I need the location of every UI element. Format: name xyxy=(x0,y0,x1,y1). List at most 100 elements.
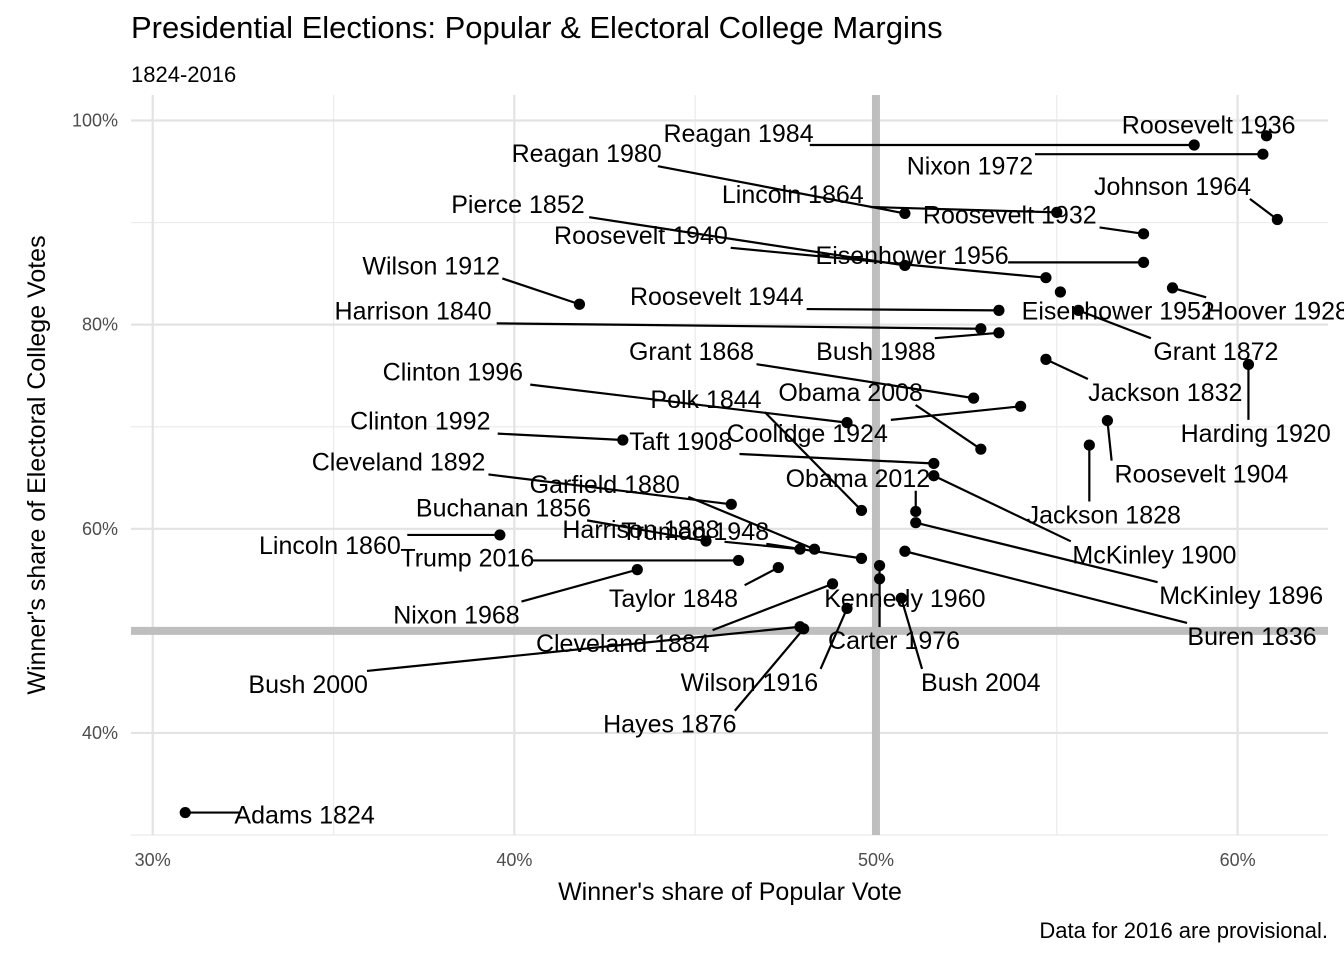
point-label: Truman 1948 xyxy=(621,518,769,546)
point-label: Coolidge 1924 xyxy=(727,420,888,448)
point-label: Jackson 1832 xyxy=(1088,379,1242,407)
leader-line xyxy=(1106,420,1113,461)
point-label: Adams 1824 xyxy=(234,802,374,830)
leader-line xyxy=(488,473,732,506)
point-label: Wilson 1912 xyxy=(362,252,500,280)
point-label: Lincoln 1864 xyxy=(722,181,864,209)
data-point xyxy=(725,498,737,510)
point-label: Taft 1908 xyxy=(629,428,732,456)
chart-subtitle: 1824-2016 xyxy=(131,62,237,87)
point-label: Bush 2000 xyxy=(248,671,368,699)
point-label: Clinton 1992 xyxy=(350,408,490,436)
point-label: Roosevelt 1932 xyxy=(923,201,1097,229)
leader-line xyxy=(687,495,815,551)
point-label: Obama 2008 xyxy=(778,379,923,407)
chart-caption: Data for 2016 are provisional. xyxy=(1039,918,1328,943)
leader-line xyxy=(712,582,833,632)
data-point xyxy=(928,470,940,482)
point-label: Roosevelt 1904 xyxy=(1115,461,1289,489)
point-label: Hoover 1928 xyxy=(1206,297,1344,325)
leader-line xyxy=(730,246,1047,279)
point-label: Grant 1868 xyxy=(629,338,754,366)
point-label: Buchanan 1856 xyxy=(416,494,591,522)
data-point xyxy=(700,535,712,547)
leader-line xyxy=(496,322,981,330)
leader-line xyxy=(934,331,1000,340)
leader-line xyxy=(1078,309,1152,340)
point-label: Reagan 1980 xyxy=(512,140,662,168)
point-label: Grant 1872 xyxy=(1153,338,1278,366)
data-point xyxy=(1260,130,1273,142)
point-label: Roosevelt 1940 xyxy=(554,222,728,250)
leader-line xyxy=(806,307,999,312)
data-point xyxy=(1188,139,1200,151)
point-label: Eisenhower 1952 xyxy=(1022,297,1215,325)
leader-line xyxy=(819,607,849,670)
y-tick-label: 60% xyxy=(82,519,118,539)
leader-line xyxy=(744,566,779,587)
y-axis-ticks: 40% 60% 80% 100% xyxy=(72,111,118,743)
data-point xyxy=(910,505,922,518)
point-label: Kennedy 1960 xyxy=(824,585,985,613)
leader-line xyxy=(586,519,707,543)
leader-line xyxy=(366,625,801,673)
data-point xyxy=(855,504,868,517)
point-label: Garfield 1880 xyxy=(530,471,680,499)
leader-line xyxy=(521,568,638,603)
leader-line xyxy=(1249,197,1279,221)
leader-line xyxy=(1045,358,1089,381)
data-point xyxy=(910,517,922,529)
point-label: Harding 1920 xyxy=(1181,420,1331,448)
x-axis-ticks: 30% 40% 50% 60% xyxy=(135,850,1256,870)
data-point xyxy=(873,559,886,572)
point-label: Taylor 1848 xyxy=(609,585,738,613)
data-point xyxy=(1040,353,1052,365)
point-label: Bush 2004 xyxy=(921,669,1041,697)
data-point xyxy=(855,552,868,564)
data-point xyxy=(732,554,745,567)
data-point xyxy=(1054,286,1066,298)
leader-line xyxy=(1172,286,1207,299)
x-tick-label: 50% xyxy=(858,850,894,870)
point-label: Harrison 1888 xyxy=(562,516,719,544)
point-label: Roosevelt 1944 xyxy=(630,283,804,311)
x-axis-title: Winner's share of Popular Vote xyxy=(558,878,902,906)
data-point xyxy=(1137,228,1150,240)
point-label: Jackson 1828 xyxy=(1027,502,1181,530)
data-point xyxy=(1040,272,1052,284)
data-point xyxy=(899,207,911,219)
leader-line xyxy=(890,405,1021,421)
point-labels: Adams 1824 Jackson 1828 Jackson 1832 Buren … xyxy=(234,112,1344,830)
leader-line xyxy=(657,165,906,215)
leader-line xyxy=(756,363,974,400)
data-point xyxy=(968,392,980,404)
data-points xyxy=(179,130,1283,819)
point-label: Cleveland 1892 xyxy=(312,448,486,476)
y-axis-title: Winner's share of Electoral College Vote… xyxy=(23,235,51,694)
point-label: Wilson 1916 xyxy=(681,669,819,697)
data-point xyxy=(993,304,1005,316)
leader-line xyxy=(915,521,1158,584)
point-label: Carter 1976 xyxy=(828,627,960,655)
leader-line xyxy=(764,411,863,512)
data-point xyxy=(494,529,506,541)
leader-line xyxy=(502,277,580,306)
data-point xyxy=(1015,400,1027,412)
point-label: McKinley 1900 xyxy=(1072,541,1236,569)
point-label: Pierce 1852 xyxy=(451,191,584,219)
data-point xyxy=(794,543,806,555)
data-point xyxy=(899,259,911,272)
data-point xyxy=(895,592,907,604)
data-point xyxy=(1051,206,1063,218)
leader-line xyxy=(915,404,982,451)
data-point xyxy=(1166,282,1179,294)
point-label: Reagan 1984 xyxy=(663,120,813,148)
data-point xyxy=(841,602,853,615)
point-label: Trump 2016 xyxy=(400,544,534,572)
point-label: Cleveland 1884 xyxy=(536,630,710,658)
data-point xyxy=(772,561,784,574)
y-tick-label: 40% xyxy=(82,723,118,743)
data-point xyxy=(899,545,911,557)
data-point xyxy=(617,434,629,446)
data-point xyxy=(573,298,586,310)
